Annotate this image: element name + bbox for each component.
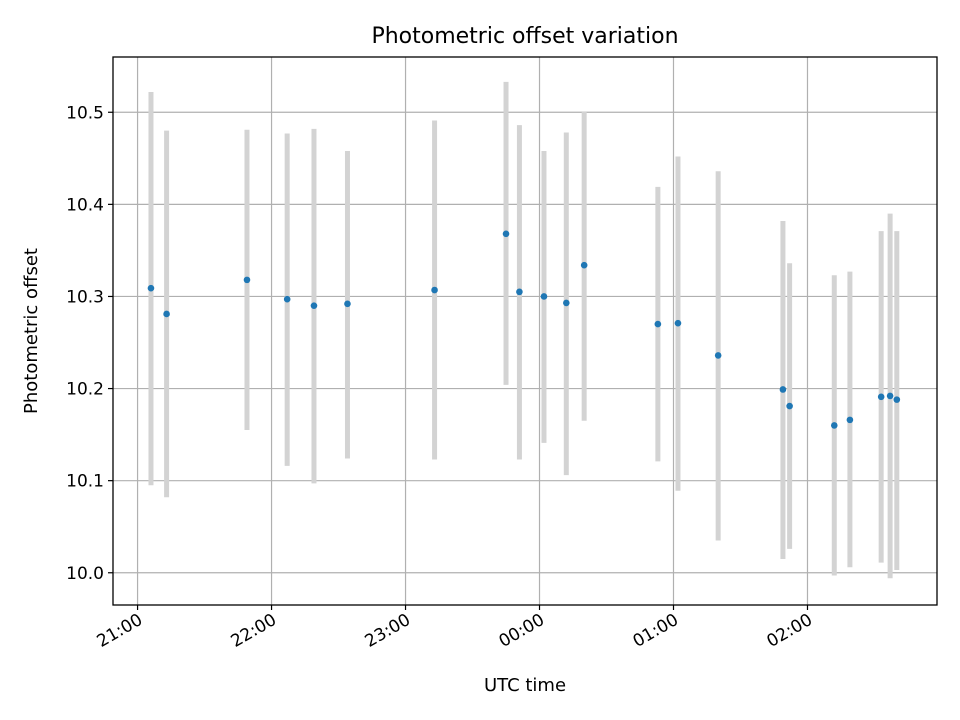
y-tick-label: 10.4: [66, 195, 104, 215]
y-tick-label: 10.2: [66, 380, 104, 400]
x-tick-label: 23:00: [362, 610, 414, 652]
y-tick-label: 10.3: [66, 287, 104, 307]
data-point: [674, 319, 682, 327]
chart-title: Photometric offset variation: [371, 24, 678, 49]
data-point: [344, 300, 351, 308]
error-bars: [148, 81, 900, 579]
y-axis-label: Photometric offset: [21, 248, 42, 414]
data-point: [310, 302, 318, 309]
data-point: [580, 261, 588, 269]
data-point: [830, 422, 838, 429]
data-points: [147, 230, 901, 429]
data-point: [502, 230, 510, 238]
x-tick-label: 00:00: [496, 610, 548, 652]
y-axis-ticks: 10.0 10.1 10.2 10.3 10.4 10.5: [66, 103, 113, 584]
x-tick-label: 02:00: [764, 610, 816, 652]
data-point: [886, 392, 894, 400]
data-point: [431, 286, 438, 294]
data-point: [540, 293, 548, 300]
data-point: [283, 295, 291, 303]
y-tick-label: 10.1: [66, 472, 104, 492]
x-axis-ticks: 21:00 22:00 23:00 00:00 01:00 02:00: [94, 605, 816, 652]
data-point: [163, 310, 170, 318]
data-point: [846, 416, 854, 424]
data-point: [516, 288, 523, 296]
gridlines: [113, 57, 937, 605]
data-point: [243, 276, 251, 284]
data-point: [147, 284, 155, 292]
x-tick-label: 01:00: [630, 610, 682, 652]
data-point: [877, 393, 885, 401]
data-point: [779, 386, 787, 393]
data-point: [893, 396, 901, 403]
x-tick-label: 22:00: [228, 610, 280, 652]
data-point: [563, 299, 570, 307]
y-tick-label: 10.0: [66, 564, 104, 584]
plot-frame: [112, 56, 938, 606]
y-tick-label: 10.5: [66, 103, 104, 123]
data-point: [786, 402, 793, 410]
data-point: [654, 320, 662, 328]
data-point: [714, 352, 722, 359]
x-tick-label: 21:00: [94, 610, 146, 652]
x-axis-label: UTC time: [484, 675, 566, 696]
